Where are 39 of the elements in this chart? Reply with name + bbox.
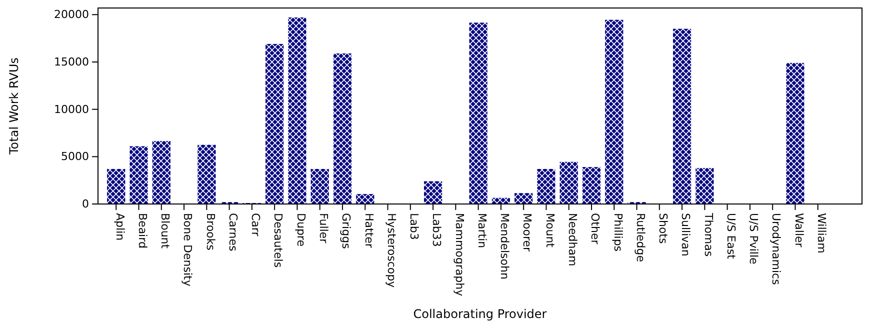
y-axis-title: Total Work RVUs [7, 58, 21, 156]
x-tick-label: Sullivan [679, 213, 692, 256]
x-tick-label: Other [588, 213, 602, 245]
y-tick-label: 5000 [61, 150, 89, 164]
y-tick-label: 0 [82, 198, 89, 211]
x-tick-label: Dupre [294, 213, 308, 247]
x-tick-label: Desautels [272, 213, 285, 268]
x-tick-label: Beaird [136, 213, 149, 248]
x-tick-label: Mount [543, 213, 556, 248]
x-axis-title: Collaborating Provider [413, 307, 547, 321]
x-tick-label: Moorer [520, 213, 534, 252]
x-tick-label: Carnes [226, 213, 240, 252]
x-tick-label: Thomas [702, 212, 715, 257]
x-tick-label: U/S East [724, 213, 738, 260]
x-tick-label: Mammography [452, 213, 466, 297]
x-tick-label: Mendelsohn [498, 213, 512, 280]
x-tick-label: Shots [656, 213, 670, 244]
y-tick-label: 15000 [54, 55, 89, 68]
x-tick-label: Fuller [316, 213, 330, 244]
x-tick-label: Hatter [362, 213, 376, 248]
x-tick-label: Hysteroscopy [384, 213, 398, 288]
x-tick-label: Rutledge [634, 213, 647, 262]
x-tick-label: Urodynamics [770, 213, 783, 286]
x-tick-label: Needham [566, 213, 579, 266]
x-tick-label: William [815, 213, 828, 254]
x-tick-label: Griggs [340, 213, 353, 250]
x-tick-label: Lab3 [408, 213, 421, 240]
x-tick-label: Aplin [113, 213, 126, 241]
x-tick-label: Blount [158, 213, 172, 250]
x-tick-label: Bone Density [181, 213, 194, 287]
x-tick-label: Waller [792, 213, 806, 248]
x-tick-label: Lab33 [430, 213, 444, 247]
x-tick-label: Carr [249, 213, 262, 237]
x-tick-label: Brooks [204, 213, 217, 251]
y-tick-label: 10000 [54, 102, 89, 116]
x-tick-label: U/S Pville [747, 213, 760, 265]
x-tick-label: Phillips [611, 213, 624, 252]
y-tick-label: 20000 [54, 8, 89, 22]
x-tick-label: Martin [475, 213, 488, 248]
